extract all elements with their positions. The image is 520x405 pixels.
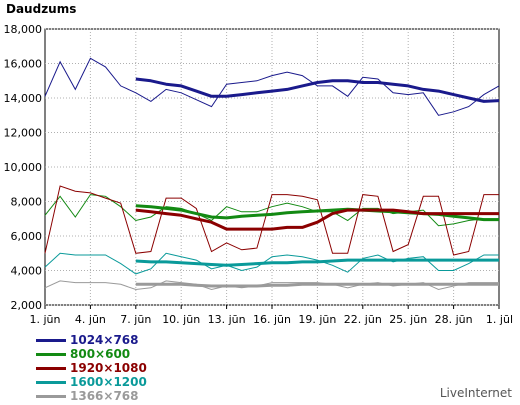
x-tick-label: 25. jūn — [389, 313, 427, 326]
legend-swatch — [36, 395, 66, 398]
legend-label: 1920×1080 — [70, 361, 147, 375]
x-tick-label: 1. jūl — [486, 313, 513, 326]
x-tick-label: 10. jūn — [162, 313, 200, 326]
series-line-daily-1600-1200 — [44, 252, 499, 275]
y-tick-label: 6,000 — [11, 230, 43, 243]
x-tick-label: 22. jūn — [344, 313, 382, 326]
y-tick-label: 10,000 — [4, 161, 43, 174]
series-line-trend-1024-768 — [135, 77, 500, 103]
series-line-trend-1600-1200 — [135, 258, 499, 267]
chart-title: Daudzums — [6, 2, 77, 16]
legend-label: 1366×768 — [70, 389, 139, 403]
x-tick-label: 13. jūn — [208, 313, 246, 326]
legend-label: 800×600 — [70, 347, 131, 361]
y-tick-label: 16,000 — [4, 58, 43, 71]
series-line-daily-1366-768 — [44, 280, 499, 291]
y-tick-label: 2,000 — [11, 299, 43, 312]
y-tick-label: 12,000 — [4, 127, 43, 140]
legend-label: 1600×1200 — [70, 375, 147, 389]
x-tick-label: 4. jūn — [75, 313, 106, 326]
legend-label: 1024×768 — [70, 333, 139, 347]
x-tick-label: 7. jūn — [120, 313, 151, 326]
liveinternet-brand: LiveInternet — [439, 386, 512, 400]
series-line-daily-1920-1080 — [44, 185, 499, 256]
y-tick-label: 14,000 — [4, 92, 43, 105]
y-tick-label: 8,000 — [11, 196, 43, 209]
x-tick-label: 19. jūn — [298, 313, 336, 326]
legend-swatch — [36, 339, 66, 342]
y-tick-label: 18,000 — [4, 23, 43, 36]
y-tick-label: 4,000 — [11, 265, 43, 278]
series-line-daily-1024-768 — [44, 57, 500, 116]
series-line-trend-1920-1080 — [135, 208, 499, 231]
line-chart: 2,000 4,000 6,000 8,000 10,000 12,000 14,000 16… — [4, 23, 514, 326]
legend-swatch — [36, 367, 66, 370]
x-tick-label: 16. jūn — [253, 313, 291, 326]
x-tick-label: 28. jūn — [435, 313, 473, 326]
series-line-daily-800-600 — [44, 194, 499, 227]
legend-swatch — [36, 381, 66, 384]
legend-swatch — [36, 353, 66, 356]
series-line-trend-1366-768 — [135, 282, 499, 288]
x-tick-label: 1. jūn — [30, 313, 61, 326]
